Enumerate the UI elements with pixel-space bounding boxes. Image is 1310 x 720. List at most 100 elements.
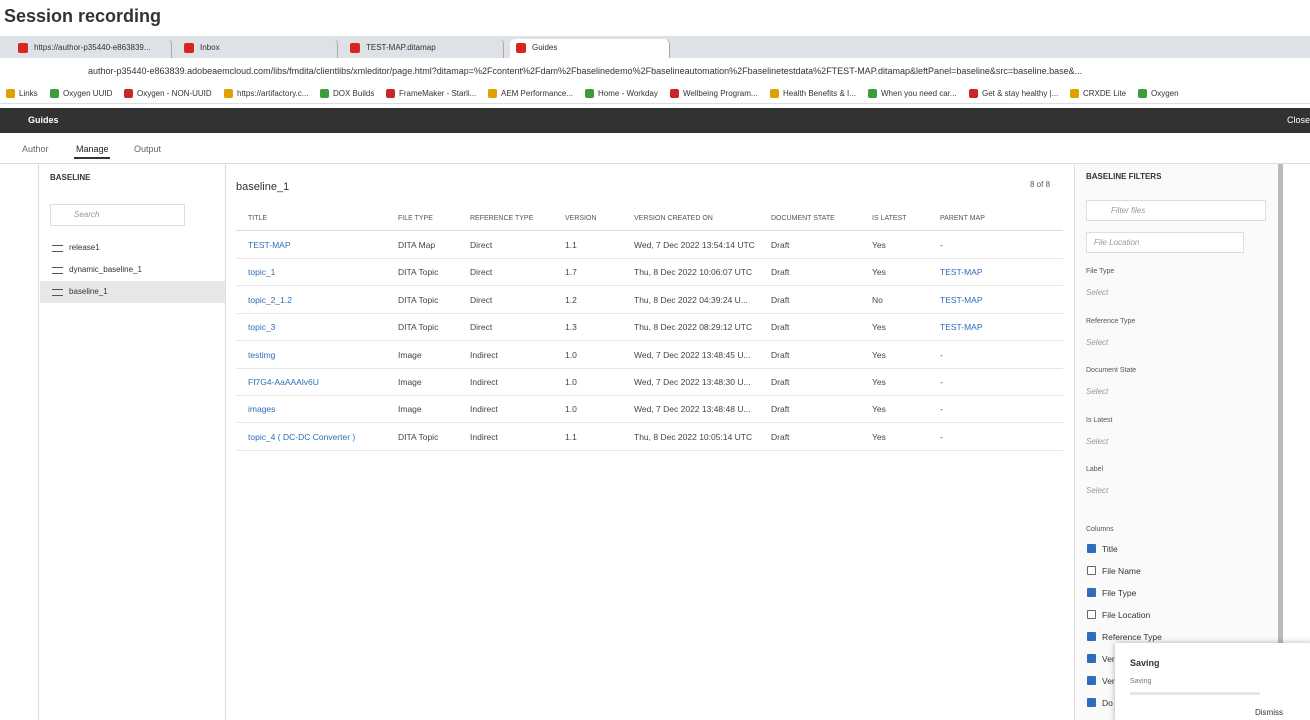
tab-label[interactable]: TEST-MAP.ditamap <box>366 43 436 52</box>
table-cell: Wed, 7 Dec 2022 13:48:30 U... <box>634 377 751 387</box>
bookmark[interactable]: Oxygen <box>1151 89 1179 98</box>
table-cell[interactable]: Ff7G4-AaAAAlv6U <box>248 377 319 387</box>
row-line <box>236 449 1063 451</box>
checkbox[interactable] <box>1087 654 1096 663</box>
location-box[interactable] <box>1086 232 1244 253</box>
checkbox[interactable] <box>1087 588 1096 597</box>
nav-tab[interactable]: Author <box>22 144 49 154</box>
browser-tab[interactable] <box>510 39 670 58</box>
table-cell: Indirect <box>470 404 498 415</box>
table-cell: DITA Map <box>398 240 436 250</box>
bookmark[interactable]: Links <box>19 89 38 98</box>
browser-tab[interactable] <box>12 39 172 58</box>
table-cell[interactable]: TEST-MAP <box>248 240 291 250</box>
column-header[interactable]: VERSION CREATED ON <box>634 215 713 222</box>
checkbox-label[interactable]: Reference Type <box>1102 632 1162 642</box>
dismiss-button[interactable]: Dismiss <box>1255 708 1283 717</box>
checkbox-label[interactable]: Ver <box>1102 654 1115 664</box>
sidebar-item[interactable]: baseline_1 <box>69 287 108 296</box>
bookmark[interactable]: https://artifactory.c... <box>237 89 309 98</box>
bookmark[interactable]: Get & stay healthy |... <box>982 89 1059 98</box>
app-name: Guides <box>28 115 59 125</box>
checkbox[interactable] <box>1087 610 1096 619</box>
table-cell: - <box>940 377 943 387</box>
table-cell: Draft <box>771 267 790 278</box>
table-cell: Thu, 8 Dec 2022 04:39:24 U... <box>634 294 748 305</box>
page-title: Session recording <box>4 6 162 26</box>
row-count: 8 of 8 <box>1030 180 1051 189</box>
filter-select[interactable]: Select <box>1086 288 1109 297</box>
column-header[interactable]: IS LATEST <box>872 215 907 222</box>
checkbox-label[interactable]: Title <box>1102 544 1118 554</box>
checkbox-label[interactable]: Ver <box>1102 676 1115 686</box>
checkbox-label[interactable]: File Type <box>1102 588 1137 598</box>
table-cell: Draft <box>771 431 790 442</box>
row-line <box>236 312 1063 314</box>
filter-label: Label <box>1086 466 1104 473</box>
table-cell: - <box>940 349 943 360</box>
sidebar-item[interactable]: dynamic_baseline_1 <box>69 265 142 274</box>
filter-select[interactable]: Select <box>1086 387 1109 396</box>
checkbox[interactable] <box>1087 544 1096 553</box>
close-button[interactable]: Close <box>1287 115 1310 125</box>
table-cell: Yes <box>872 349 886 360</box>
divider <box>225 164 226 720</box>
table-cell: Indirect <box>470 377 498 387</box>
row-line <box>236 395 1063 396</box>
column-header[interactable]: FILE TYPE <box>398 215 433 222</box>
search-box[interactable] <box>50 204 185 226</box>
table-cell[interactable]: topic_3 <box>248 322 276 333</box>
toolbar <box>0 58 1310 104</box>
nav-tab[interactable]: Manage <box>76 144 109 154</box>
table-cell[interactable]: topic_4 ( DC-DC Converter ) <box>248 431 356 442</box>
column-header[interactable]: DOCUMENT STATE <box>771 215 835 222</box>
bookmark[interactable]: Oxygen UUID <box>63 89 113 98</box>
tab-label[interactable]: Inbox <box>200 43 220 52</box>
bookmark[interactable]: AEM Performance... <box>501 89 574 98</box>
nav-tab[interactable]: Output <box>134 144 162 154</box>
browser-tab[interactable] <box>178 39 338 58</box>
column-header[interactable]: PARENT MAP <box>940 215 985 222</box>
table-cell: Wed, 7 Dec 2022 13:48:45 U... <box>634 349 751 360</box>
table-cell[interactable]: testimg <box>248 349 276 360</box>
tab-label[interactable]: Guides <box>532 43 558 52</box>
table-cell[interactable]: topic_2_1.2 <box>248 294 292 305</box>
checkbox[interactable] <box>1087 698 1096 707</box>
column-header[interactable]: REFERENCE TYPE <box>470 215 534 222</box>
table-cell[interactable]: images <box>248 404 276 415</box>
checkbox-label[interactable]: File Location <box>1102 610 1151 620</box>
bookmark[interactable]: FrameMaker - Starli... <box>399 89 477 98</box>
bookmark[interactable]: CRXDE Lite <box>1083 89 1127 98</box>
checkbox[interactable] <box>1087 676 1096 685</box>
table-cell[interactable]: TEST-MAP <box>940 322 983 333</box>
filter-search[interactable] <box>1086 200 1266 221</box>
header-line <box>236 230 1063 231</box>
table-cell[interactable]: TEST-MAP <box>940 294 983 305</box>
bookmark[interactable]: Health Benefits & I... <box>783 89 856 98</box>
filter-select[interactable]: Select <box>1086 436 1109 446</box>
browser-tab[interactable] <box>344 39 504 58</box>
address-bar[interactable]: author-p35440-e863839.adobeaemcloud.com/… <box>88 66 1083 76</box>
filter-select[interactable]: Select <box>1086 337 1109 347</box>
bookmark[interactable]: When you need car... <box>881 89 957 98</box>
checkbox-label[interactable]: Do <box>1102 698 1113 708</box>
tab-label[interactable]: https://author-p35440-e863839... <box>34 43 151 52</box>
bookmark[interactable]: DOX Builds <box>333 89 375 98</box>
table-cell[interactable]: topic_1 <box>248 267 276 278</box>
column-header[interactable]: TITLE <box>248 215 268 222</box>
bookmark[interactable]: Wellbeing Program... <box>683 89 758 98</box>
table-cell: - <box>940 240 943 250</box>
column-header[interactable]: VERSION <box>565 215 597 222</box>
filter-select[interactable]: Select <box>1086 486 1109 495</box>
filters-title: BASELINE FILTERS <box>1086 172 1162 181</box>
checkbox-label[interactable]: File Name <box>1102 566 1141 576</box>
sidebar-item[interactable]: release1 <box>69 243 100 252</box>
bookmark[interactable]: Home - Workday <box>598 89 658 98</box>
checkbox[interactable] <box>1087 566 1096 575</box>
bookmark[interactable]: Oxygen - NON-UUID <box>137 89 212 98</box>
filter-panel <box>1074 164 1280 720</box>
bookmark-icon <box>670 89 679 98</box>
checkbox[interactable] <box>1087 632 1096 641</box>
table-cell[interactable]: TEST-MAP <box>940 267 983 278</box>
